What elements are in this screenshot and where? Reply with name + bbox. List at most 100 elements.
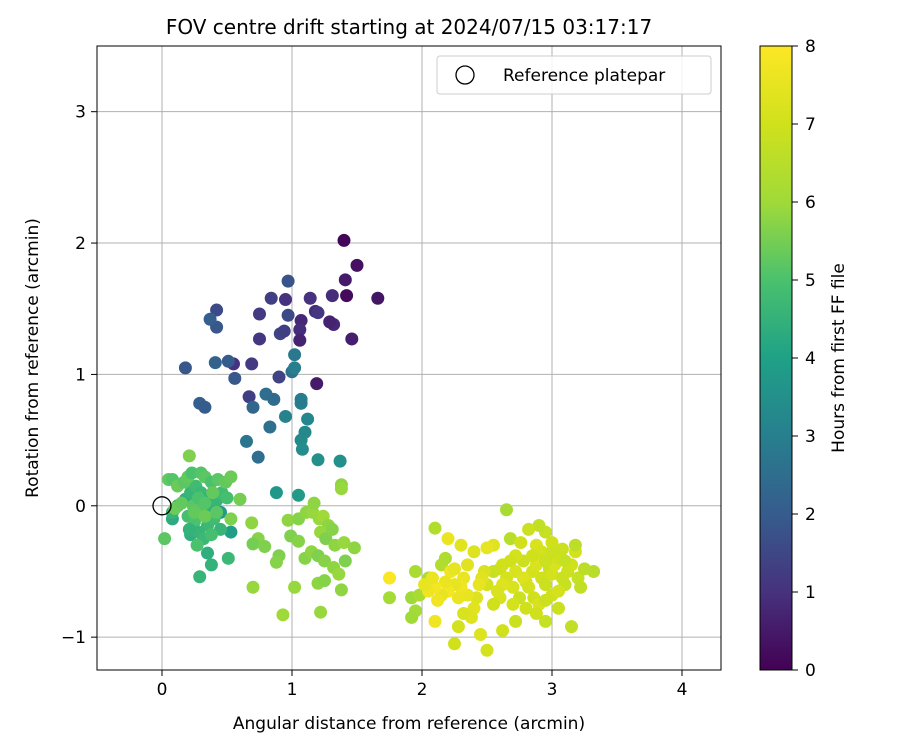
colorbar-ticks: 0 1 2 3 4 5 6 7 8	[792, 37, 816, 681]
data-point	[480, 541, 494, 555]
data-point	[277, 324, 291, 338]
data-point	[587, 564, 601, 578]
data-point	[224, 470, 238, 484]
colorbar-tick-label: 2	[805, 505, 816, 525]
data-point	[182, 522, 196, 536]
data-point	[350, 258, 364, 272]
data-point	[298, 425, 312, 439]
data-point	[514, 536, 528, 550]
data-point	[418, 578, 432, 592]
data-point	[228, 371, 242, 385]
data-point	[198, 400, 212, 414]
colorbar-tick-label: 0	[805, 661, 816, 681]
data-point	[333, 454, 347, 468]
data-point	[319, 532, 333, 546]
data-point	[193, 570, 207, 584]
data-point	[448, 637, 461, 651]
data-point	[281, 513, 295, 527]
data-point	[246, 580, 260, 594]
data-point	[251, 450, 265, 464]
data-point	[175, 496, 188, 510]
legend: Reference platepar	[436, 55, 712, 95]
data-point	[258, 540, 272, 554]
data-point	[428, 521, 442, 535]
data-point	[503, 554, 517, 568]
x-tick-label: 0	[157, 680, 168, 700]
data-point	[522, 580, 536, 594]
data-point	[347, 541, 361, 555]
data-point	[529, 607, 543, 621]
x-axis-label: Angular distance from reference (arcmin)	[233, 714, 585, 734]
data-point	[267, 392, 281, 406]
y-tick-label: −1	[61, 628, 86, 648]
y-tick-label: 1	[75, 365, 86, 385]
data-point	[294, 392, 308, 406]
data-point	[334, 482, 348, 496]
y-tick-label: 3	[75, 103, 86, 123]
data-point	[383, 591, 396, 605]
data-point	[269, 555, 283, 569]
data-point	[490, 584, 504, 598]
data-point	[496, 624, 510, 638]
colorbar-tick-label: 8	[805, 37, 816, 57]
data-point	[461, 558, 474, 572]
y-axis-ticks: −1 0 1 2 3	[61, 103, 97, 648]
data-point	[210, 505, 224, 519]
x-tick-label: 3	[547, 680, 558, 700]
data-point	[201, 546, 214, 560]
data-point	[310, 377, 324, 391]
x-tick-label: 1	[287, 680, 298, 700]
y-tick-label: 2	[75, 234, 86, 254]
data-point	[438, 575, 452, 589]
legend-box	[436, 55, 712, 95]
data-point	[431, 593, 445, 607]
data-point	[337, 233, 351, 247]
data-point	[318, 554, 331, 568]
data-point	[545, 545, 559, 559]
reference-platepar-marker	[152, 496, 172, 516]
data-point	[203, 312, 217, 326]
colorbar-label: Hours from first FF file	[829, 263, 849, 453]
data-point	[279, 409, 292, 423]
data-point	[487, 597, 500, 611]
data-point	[318, 574, 331, 588]
data-point	[568, 538, 582, 552]
data-point	[303, 291, 317, 305]
data-point	[565, 620, 578, 634]
data-point	[269, 486, 283, 500]
data-point	[451, 591, 465, 605]
data-point	[293, 333, 307, 347]
data-point	[178, 361, 192, 375]
data-point	[208, 356, 222, 370]
data-point	[182, 449, 196, 463]
data-point	[448, 562, 461, 576]
data-point	[288, 580, 302, 594]
data-point	[519, 601, 533, 615]
data-point	[221, 551, 235, 565]
grid-lines	[97, 46, 721, 670]
data-point	[338, 554, 352, 568]
data-point	[451, 620, 465, 634]
data-point	[522, 522, 536, 536]
data-point	[545, 536, 559, 550]
colorbar-tick-label: 1	[805, 583, 816, 603]
chart-title: FOV centre drift starting at 2024/07/15 …	[166, 15, 652, 39]
data-point	[224, 512, 238, 526]
data-point	[311, 306, 325, 320]
data-point	[288, 348, 302, 362]
data-point	[204, 528, 218, 542]
data-point	[190, 538, 204, 552]
data-point	[301, 412, 315, 426]
data-point	[438, 551, 452, 565]
data-point	[332, 567, 346, 581]
data-points	[158, 233, 601, 657]
data-point	[454, 538, 468, 552]
data-point	[242, 390, 256, 404]
colorbar-tick-label: 4	[805, 349, 816, 369]
plot-frame	[96, 45, 722, 671]
data-point	[292, 534, 305, 548]
data-point	[272, 370, 286, 384]
data-point	[337, 536, 351, 550]
data-point	[539, 614, 552, 628]
